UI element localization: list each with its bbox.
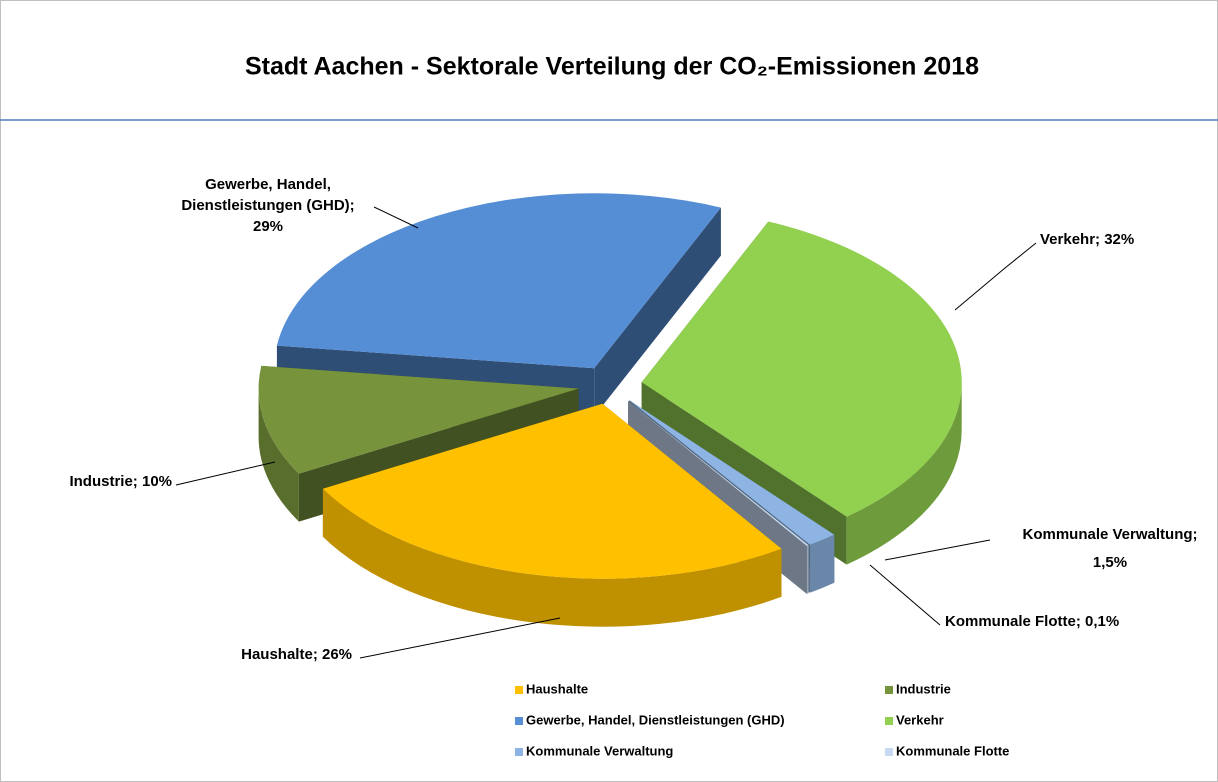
slice-wall <box>258 388 299 522</box>
slice-wall <box>322 488 782 627</box>
leader-line <box>884 539 991 561</box>
slice-wall <box>846 382 962 565</box>
legend-label: Verkehr <box>896 712 944 727</box>
slice-wall <box>809 534 835 593</box>
data-label: Haushalte; 26% <box>241 646 352 663</box>
chart-title: Stadt Aachen - Sektorale Verteilung der … <box>245 53 979 81</box>
leader-line <box>359 617 561 659</box>
data-label: Gewerbe, Handel, Dienstleistungen (GHD); 2… <box>181 176 354 235</box>
slice-side <box>594 207 721 417</box>
data-label: Kommunale Flotte; 0,1% <box>945 613 1119 630</box>
legend-label: Kommunale Flotte <box>896 743 1009 758</box>
slice <box>641 221 962 517</box>
slice <box>629 400 835 545</box>
slice <box>276 193 721 369</box>
leader-line <box>954 242 1037 311</box>
leader-line <box>869 564 941 626</box>
data-label: Verkehr; 32% <box>1040 231 1134 248</box>
legend-label: Kommunale Verwaltung <box>526 743 673 758</box>
leader-line <box>175 461 276 486</box>
legend-label: Haushalte <box>526 681 588 696</box>
slice <box>258 365 579 474</box>
slice-wall <box>806 545 809 594</box>
legend-swatch <box>515 717 523 725</box>
legend-swatch <box>885 717 893 725</box>
data-label: Kommunale Verwaltung; 1,5% <box>1022 526 1197 571</box>
legend-label: Industrie <box>896 681 951 696</box>
legend-swatch <box>885 686 893 694</box>
legend-swatch <box>515 686 523 694</box>
data-label: Industrie; 10% <box>69 473 172 490</box>
legend-swatch <box>885 748 893 756</box>
leader-line <box>373 206 419 229</box>
slice <box>322 403 782 579</box>
slice <box>628 400 809 546</box>
legend-label: Gewerbe, Handel, Dienstleistungen (GHD) <box>526 712 785 727</box>
legend-swatch <box>515 748 523 756</box>
